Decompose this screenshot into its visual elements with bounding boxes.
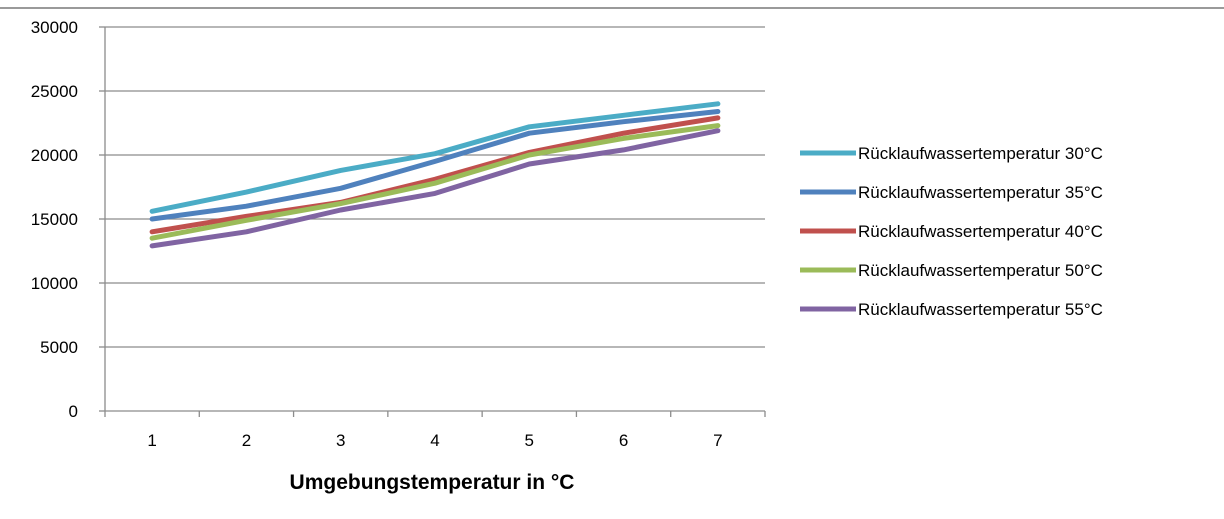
series-line-5 — [149, 128, 721, 249]
x-tick-label: 3 — [336, 431, 345, 450]
axes — [99, 26, 766, 417]
x-axis-label: Umgebungstemperatur in °C — [290, 471, 575, 494]
y-tick-label: 0 — [69, 402, 78, 421]
y-tick-label: 15000 — [31, 210, 78, 229]
legend-label: Rücklaufwassertemperatur 35°C — [858, 183, 1103, 202]
legend-label: Rücklaufwassertemperatur 40°C — [858, 222, 1103, 241]
y-tick-label: 20000 — [31, 146, 78, 165]
series-line-3 — [149, 115, 721, 235]
y-tick-label: 10000 — [31, 274, 78, 293]
legend-label: Rücklaufwassertemperatur 50°C — [858, 261, 1103, 280]
gridlines — [105, 26, 765, 348]
series-line-4 — [149, 123, 721, 241]
x-tick-label: 7 — [713, 431, 722, 450]
top-border-line — [0, 7, 1224, 9]
series-line-1 — [149, 101, 721, 214]
x-tick-label: 6 — [619, 431, 628, 450]
y-tick-label: 5000 — [40, 338, 78, 357]
legend: Rücklaufwassertemperatur 30°C Rücklaufwas… — [800, 144, 1103, 319]
legend-label: Rücklaufwassertemperatur 55°C — [858, 300, 1103, 319]
legend-label: Rücklaufwassertemperatur 30°C — [858, 144, 1103, 163]
series-lines — [149, 101, 721, 249]
x-tick-label: 5 — [525, 431, 534, 450]
x-tick-label: 1 — [147, 431, 156, 450]
x-tick-label: 4 — [430, 431, 439, 450]
x-tick-label: 2 — [242, 431, 251, 450]
x-axis-tick-labels: 1 2 3 4 5 6 7 — [147, 431, 722, 450]
y-tick-label: 30000 — [31, 18, 78, 37]
y-tick-label: 25000 — [31, 82, 78, 101]
series-line-2 — [149, 109, 721, 222]
y-axis-tick-labels: 0 5000 10000 15000 20000 25000 30000 — [31, 18, 78, 421]
